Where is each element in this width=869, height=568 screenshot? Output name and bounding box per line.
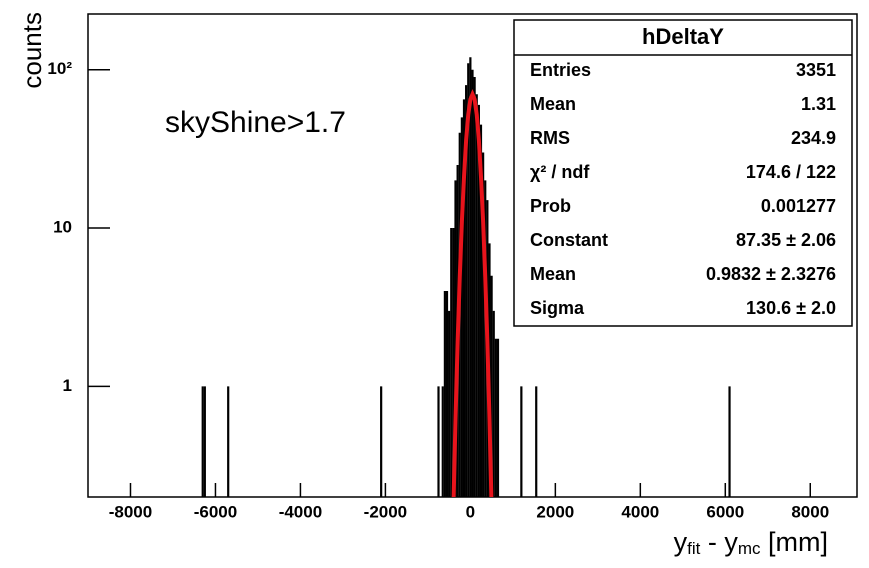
x-tick-label: -6000	[194, 502, 237, 521]
stats-value: 0.9832 ± 2.3276	[706, 264, 836, 284]
plot-area	[201, 57, 731, 497]
stats-label: Mean	[530, 94, 576, 114]
stats-label: Mean	[530, 264, 576, 284]
x-tick-label: -8000	[109, 502, 152, 521]
x-tick-label: 0	[466, 502, 475, 521]
stats-box: hDeltaY Entries 3351 Mean 1.31 RMS 234.9 χ² / …	[513, 19, 853, 327]
y-tick-label: 10	[53, 218, 72, 237]
y-tick-label: 1	[63, 376, 72, 395]
x-axis-label: yfit - ymc [mm]	[674, 527, 828, 558]
stats-label: χ² / ndf	[530, 162, 590, 182]
stats-label: RMS	[530, 128, 570, 148]
stats-title: hDeltaY	[642, 24, 724, 49]
x-tick-label: 6000	[706, 502, 744, 521]
annotation: skyShine>1.7	[165, 106, 346, 139]
stats-value: 1.31	[801, 94, 836, 114]
x-tick-label: -4000	[279, 502, 322, 521]
stats-label: Sigma	[530, 298, 585, 318]
x-tick-label: -2000	[364, 502, 407, 521]
stats-label: Constant	[530, 230, 608, 250]
y-tick-label: 10²	[47, 59, 72, 78]
x-tick-label: 2000	[536, 502, 574, 521]
stats-frame	[513, 19, 853, 327]
x-tick-label: 8000	[791, 502, 829, 521]
fit-curve	[451, 89, 494, 497]
stats-value: 3351	[796, 60, 836, 80]
stats-value: 0.001277	[761, 196, 836, 216]
stats-value: 174.6 / 122	[746, 162, 836, 182]
stats-value: 130.6 ± 2.0	[746, 298, 836, 318]
stats-value: 234.9	[791, 128, 836, 148]
x-tick-label: 4000	[621, 502, 659, 521]
y-axis-label: counts	[17, 12, 47, 89]
stats-label: Prob	[530, 196, 571, 216]
stats-label: Entries	[530, 60, 591, 80]
stats-value: 87.35 ± 2.06	[736, 230, 836, 250]
